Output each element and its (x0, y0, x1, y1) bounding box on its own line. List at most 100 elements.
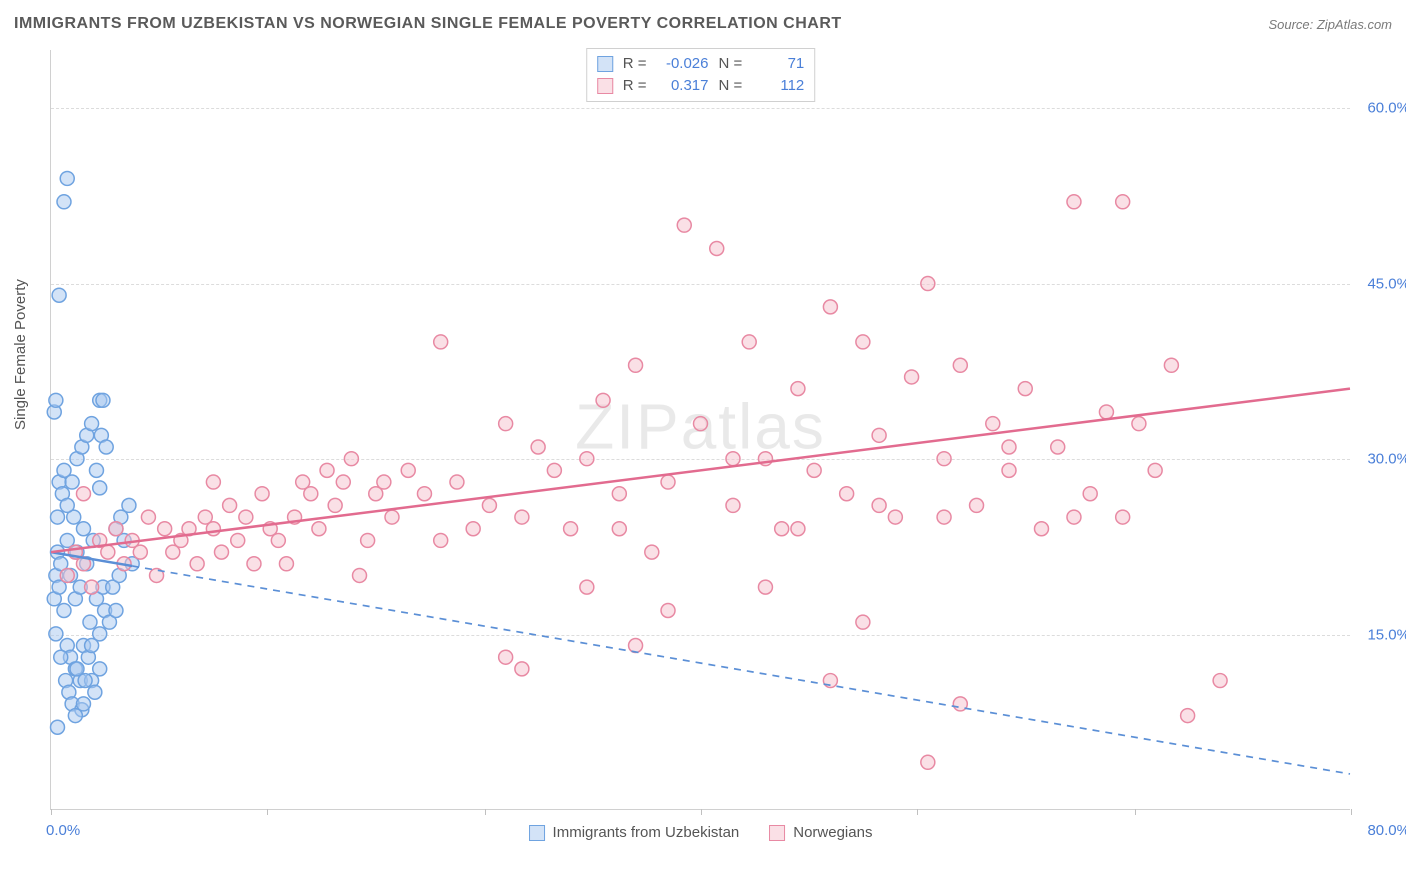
x-tick-min: 0.0% (46, 822, 80, 839)
scatter-point-uzbekistan (57, 604, 71, 618)
scatter-point-norwegians (791, 382, 805, 396)
scatter-point-uzbekistan (96, 393, 110, 407)
scatter-point-norwegians (499, 650, 513, 664)
scatter-point-norwegians (775, 522, 789, 536)
scatter-point-norwegians (791, 522, 805, 536)
scatter-point-norwegians (921, 277, 935, 291)
chart-source: Source: ZipAtlas.com (1268, 17, 1392, 32)
scatter-point-norwegians (1018, 382, 1032, 396)
scatter-point-uzbekistan (78, 674, 92, 688)
scatter-point-norwegians (823, 300, 837, 314)
scatter-point-norwegians (1083, 487, 1097, 501)
scatter-point-norwegians (531, 440, 545, 454)
scatter-point-norwegians (385, 510, 399, 524)
y-tick-label: 30.0% (1355, 451, 1406, 468)
scatter-point-norwegians (133, 545, 147, 559)
scatter-point-norwegians (677, 218, 691, 232)
scatter-point-norwegians (629, 358, 643, 372)
n-value-norwegians: 112 (748, 75, 804, 97)
legend-series: Immigrants from Uzbekistan Norwegians (529, 824, 873, 841)
scatter-point-norwegians (1116, 510, 1130, 524)
scatter-point-norwegians (742, 335, 756, 349)
scatter-point-uzbekistan (85, 417, 99, 431)
scatter-point-norwegians (856, 335, 870, 349)
scatter-point-norwegians (206, 522, 220, 536)
scatter-point-norwegians (888, 510, 902, 524)
x-tick-mark (917, 809, 918, 815)
scatter-point-norwegians (905, 370, 919, 384)
legend-item-uzbekistan: Immigrants from Uzbekistan (529, 824, 740, 841)
scatter-point-norwegians (1213, 674, 1227, 688)
swatch-uzbekistan-icon (529, 825, 545, 841)
scatter-point-norwegians (596, 393, 610, 407)
chart-svg (51, 50, 1350, 809)
y-axis-label: Single Female Poverty (12, 279, 29, 430)
n-value-uzbekistan: 71 (748, 53, 804, 75)
chart-title: IMMIGRANTS FROM UZBEKISTAN VS NORWEGIAN … (14, 15, 842, 33)
scatter-point-norwegians (921, 755, 935, 769)
scatter-point-norwegians (450, 475, 464, 489)
scatter-point-uzbekistan (83, 615, 97, 629)
r-value-uzbekistan: -0.026 (653, 53, 709, 75)
scatter-point-uzbekistan (65, 475, 79, 489)
y-tick-label: 45.0% (1355, 275, 1406, 292)
legend-row-norwegians: R = 0.317 N = 112 (597, 75, 805, 97)
scatter-point-uzbekistan (49, 393, 63, 407)
scatter-point-norwegians (564, 522, 578, 536)
n-label: N = (719, 53, 743, 75)
scatter-point-uzbekistan (93, 662, 107, 676)
scatter-point-norwegians (645, 545, 659, 559)
scatter-point-norwegians (320, 463, 334, 477)
x-tick-mark (485, 809, 486, 815)
swatch-norwegians-icon (769, 825, 785, 841)
r-label: R = (623, 53, 647, 75)
scatter-point-uzbekistan (49, 627, 63, 641)
legend-row-uzbekistan: R = -0.026 N = 71 (597, 53, 805, 75)
scatter-point-norwegians (515, 662, 529, 676)
scatter-point-norwegians (466, 522, 480, 536)
scatter-point-norwegians (353, 568, 367, 582)
scatter-point-uzbekistan (109, 604, 123, 618)
scatter-point-norwegians (856, 615, 870, 629)
scatter-point-norwegians (344, 452, 358, 466)
scatter-point-norwegians (328, 498, 342, 512)
scatter-point-norwegians (336, 475, 350, 489)
scatter-point-norwegians (312, 522, 326, 536)
scatter-point-norwegians (726, 452, 740, 466)
scatter-point-norwegians (1181, 709, 1195, 723)
scatter-point-norwegians (304, 487, 318, 501)
swatch-uzbekistan-icon (597, 56, 613, 72)
scatter-point-norwegians (223, 498, 237, 512)
scatter-point-norwegians (1051, 440, 1065, 454)
scatter-point-norwegians (840, 487, 854, 501)
x-tick-mark (1351, 809, 1352, 815)
scatter-point-norwegians (206, 475, 220, 489)
scatter-point-norwegians (937, 510, 951, 524)
scatter-point-uzbekistan (54, 650, 68, 664)
x-tick-mark (267, 809, 268, 815)
scatter-point-norwegians (141, 510, 155, 524)
legend-correlation: R = -0.026 N = 71 R = 0.317 N = 112 (586, 48, 816, 102)
scatter-point-norwegians (515, 510, 529, 524)
scatter-point-norwegians (255, 487, 269, 501)
scatter-point-norwegians (85, 580, 99, 594)
scatter-point-norwegians (109, 522, 123, 536)
n-label: N = (719, 75, 743, 97)
x-tick-mark (51, 809, 52, 815)
scatter-point-norwegians (158, 522, 172, 536)
r-label: R = (623, 75, 647, 97)
scatter-point-norwegians (629, 639, 643, 653)
scatter-point-norwegians (239, 510, 253, 524)
scatter-point-norwegians (872, 498, 886, 512)
scatter-point-uzbekistan (88, 685, 102, 699)
scatter-point-norwegians (231, 533, 245, 547)
x-tick-max: 80.0% (1355, 822, 1406, 839)
scatter-point-norwegians (953, 358, 967, 372)
scatter-point-norwegians (580, 580, 594, 594)
y-tick-label: 15.0% (1355, 626, 1406, 643)
scatter-point-norwegians (417, 487, 431, 501)
scatter-point-norwegians (580, 452, 594, 466)
scatter-point-norwegians (214, 545, 228, 559)
x-tick-mark (1135, 809, 1136, 815)
scatter-point-norwegians (1116, 195, 1130, 209)
